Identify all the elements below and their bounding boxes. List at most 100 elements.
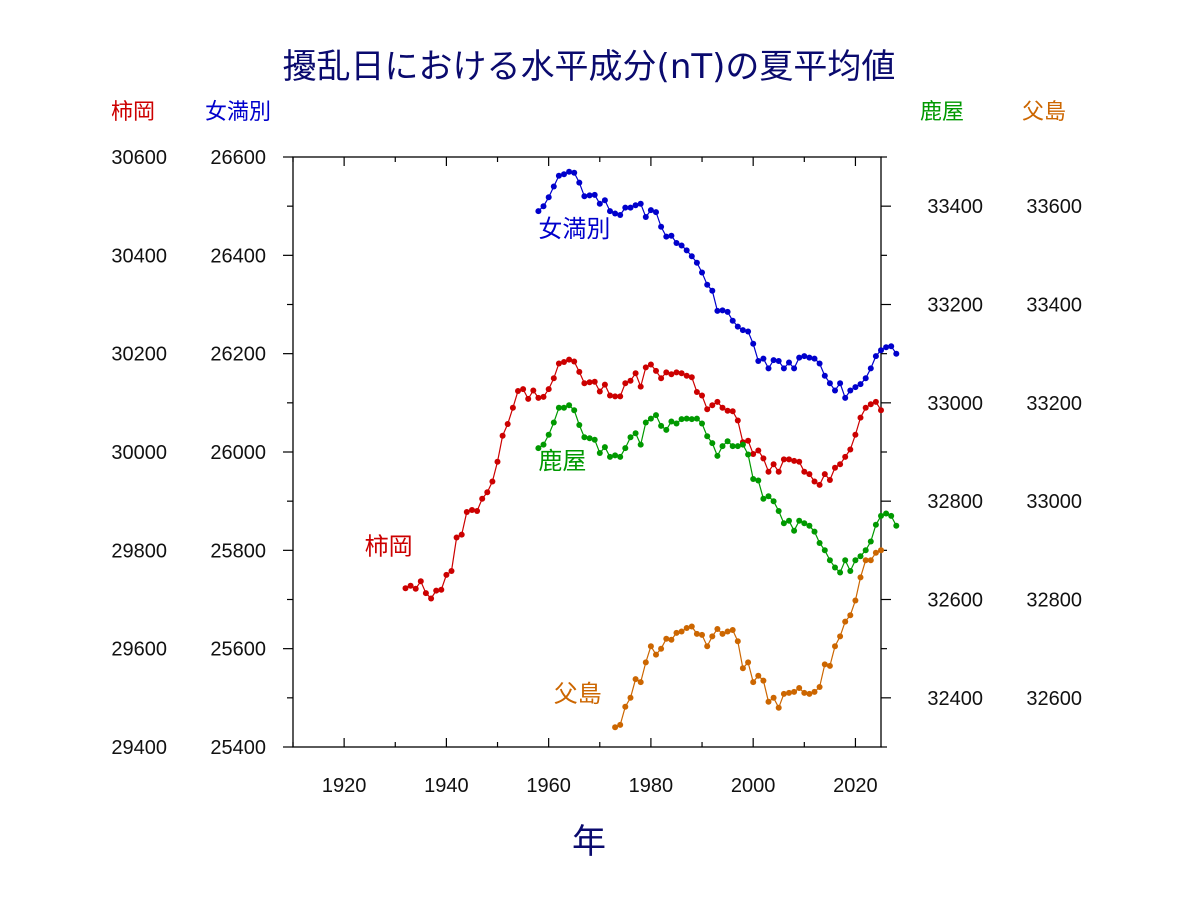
data-point-kakioka (453, 534, 460, 541)
data-point-chichijima (806, 690, 813, 697)
x-tick-label: 2020 (833, 775, 878, 797)
data-point-chichijima (704, 643, 711, 650)
data-point-kanoya (545, 431, 552, 438)
data-point-kanoya (724, 438, 731, 445)
data-point-memambetsu (673, 240, 680, 246)
data-point-kakioka (729, 408, 736, 415)
data-point-kanoya (596, 450, 603, 456)
data-point-kakioka (489, 478, 496, 485)
data-point-kanoya (535, 445, 542, 452)
data-point-kakioka (796, 458, 803, 465)
data-point-kakioka (811, 478, 818, 485)
data-point-kakioka (770, 461, 777, 468)
data-point-kanoya (601, 444, 608, 451)
data-point-kakioka (842, 453, 849, 460)
data-point-kanoya (867, 538, 874, 545)
data-point-memambetsu (637, 200, 644, 207)
data-point-memambetsu (832, 387, 838, 394)
data-point-chichijima (688, 623, 695, 630)
data-point-kanoya (796, 517, 803, 524)
data-point-memambetsu (816, 360, 823, 367)
data-point-kanoya (586, 435, 593, 442)
data-point-kanoya (581, 434, 588, 441)
y-tick-label-kanoya: 32400 (927, 688, 983, 710)
data-point-kanoya (699, 420, 705, 427)
data-point-kanoya (591, 436, 598, 443)
data-point-kanoya (806, 522, 813, 529)
data-point-memambetsu (893, 350, 900, 357)
y-tick-label-memambetsu: 25400 (210, 737, 266, 759)
data-point-chichijima (755, 672, 762, 679)
data-point-kakioka (540, 393, 547, 400)
data-point-kakioka (668, 371, 675, 378)
y-tick-label-kanoya: 33000 (927, 393, 983, 415)
data-point-chichijima (857, 574, 864, 581)
data-point-memambetsu (535, 208, 542, 215)
data-point-memambetsu (658, 223, 665, 230)
data-point-chichijima (632, 676, 639, 683)
data-point-kakioka (525, 395, 532, 402)
data-point-memambetsu (796, 354, 803, 361)
data-point-memambetsu (734, 323, 741, 330)
data-point-kanoya (832, 564, 838, 571)
y-tick-label-chichijima: 32600 (1026, 688, 1082, 710)
x-tick-label: 1920 (322, 775, 367, 797)
data-point-chichijima (699, 631, 705, 638)
data-point-kanoya (852, 557, 859, 564)
data-point-memambetsu (555, 172, 562, 179)
data-point-chichijima (867, 557, 874, 564)
data-point-kakioka (862, 404, 869, 411)
data-point-kakioka (499, 432, 506, 439)
data-point-memambetsu (576, 179, 583, 186)
data-point-kanoya (576, 422, 583, 428)
data-point-kakioka (566, 356, 573, 363)
data-point-kakioka (561, 359, 567, 365)
data-point-kanoya (888, 512, 895, 519)
data-point-memambetsu (561, 171, 567, 178)
data-point-kakioka (591, 378, 598, 385)
data-point-kakioka (637, 383, 644, 390)
tick-labels-layer: 1920 1940 1960 1980 2000 2020 29400 29600 29800 3… (111, 147, 1082, 797)
data-point-memambetsu (617, 212, 624, 218)
x-tick-label: 1960 (526, 775, 571, 797)
y-tick-label-chichijima: 33200 (1026, 393, 1082, 415)
data-point-kakioka (678, 370, 685, 377)
data-point-memambetsu (581, 193, 588, 200)
data-point-chichijima (637, 679, 644, 686)
data-point-kanoya (561, 404, 567, 411)
data-point-kanoya (683, 415, 690, 422)
data-point-kanoya (663, 426, 670, 433)
y-tick-label-kakioka: 29600 (111, 639, 167, 661)
data-point-chichijima (837, 633, 844, 640)
data-point-chichijima (739, 665, 746, 672)
data-point-kanoya (658, 422, 665, 429)
data-point-memambetsu (596, 200, 603, 207)
data-point-memambetsu (724, 308, 731, 315)
data-point-kanoya (617, 453, 624, 460)
data-point-chichijima (642, 659, 649, 666)
data-point-chichijima (622, 703, 629, 710)
y-tick-label-kakioka: 30600 (111, 147, 167, 169)
data-point-kanoya (786, 517, 792, 524)
data-point-memambetsu (550, 183, 557, 190)
y-tick-label-memambetsu: 26600 (210, 147, 266, 169)
data-point-kakioka (663, 369, 670, 376)
data-point-kakioka (402, 585, 409, 592)
data-point-memambetsu (745, 328, 752, 335)
data-point-chichijima (678, 628, 685, 635)
data-point-memambetsu (826, 380, 833, 387)
data-point-memambetsu (872, 353, 879, 360)
data-point-kakioka (417, 578, 424, 585)
data-point-kakioka (821, 471, 828, 478)
data-point-memambetsu (801, 353, 808, 360)
data-point-memambetsu (571, 169, 578, 176)
data-point-kanoya (571, 407, 578, 414)
data-point-chichijima (821, 661, 828, 668)
y-tick-label-chichijima: 33000 (1026, 491, 1082, 513)
data-point-kakioka (750, 451, 757, 457)
data-point-kakioka (545, 386, 552, 393)
data-point-kakioka (581, 380, 588, 387)
data-point-kakioka (653, 367, 659, 374)
data-point-memambetsu (739, 327, 746, 334)
